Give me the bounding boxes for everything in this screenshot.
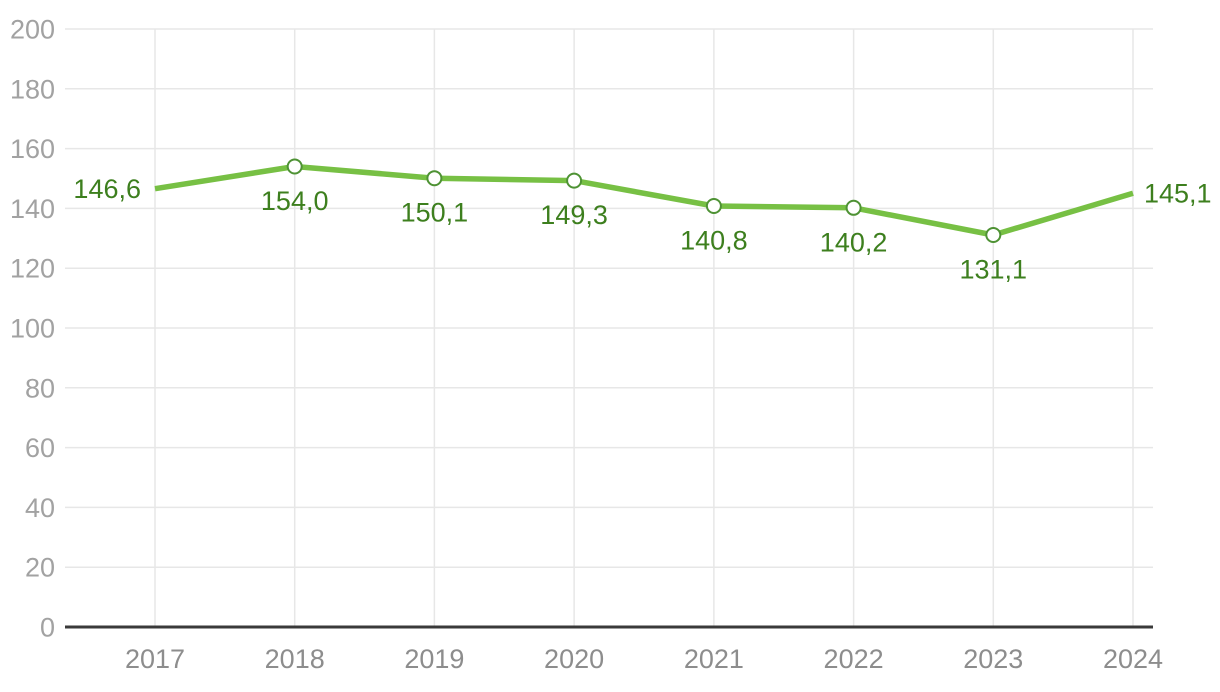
x-axis-tick-label: 2023 <box>963 644 1023 674</box>
x-axis-tick-label: 2019 <box>404 644 464 674</box>
data-point-marker <box>566 172 583 189</box>
y-axis-tick-label: 140 <box>10 194 55 224</box>
y-axis-tick-label: 0 <box>40 613 55 643</box>
data-point-marker <box>426 170 443 187</box>
x-axis-tick-label: 2021 <box>684 644 744 674</box>
y-axis-tick-label: 20 <box>25 553 55 583</box>
x-axis-tick-label: 2022 <box>824 644 884 674</box>
series-line <box>154 163 1134 238</box>
y-axis-tick-label: 60 <box>25 433 55 463</box>
data-label: 149,3 <box>540 200 608 230</box>
data-label: 154,0 <box>261 186 329 216</box>
y-axis-tick-label: 160 <box>10 134 55 164</box>
y-axis-tick-label: 200 <box>10 15 55 45</box>
data-label: 146,6 <box>73 174 141 204</box>
y-axis-tick-label: 120 <box>10 254 55 284</box>
data-label: 140,8 <box>680 226 748 256</box>
data-point-marker <box>286 158 303 175</box>
data-point-marker <box>985 227 1002 243</box>
x-axis-tick-label: 2020 <box>544 644 604 674</box>
x-axis-tick-label: 2024 <box>1103 644 1163 674</box>
data-label: 140,2 <box>820 227 888 257</box>
data-label: 145,1 <box>1144 179 1212 209</box>
data-point-marker <box>705 198 722 214</box>
x-axis-tick-label: 2018 <box>265 644 325 674</box>
y-axis-tick-label: 180 <box>10 74 55 104</box>
data-point-marker <box>845 199 862 216</box>
y-axis-tick-label: 100 <box>10 314 55 344</box>
y-axis-tick-label: 40 <box>25 493 55 523</box>
data-label: 150,1 <box>401 198 469 228</box>
y-axis-tick-label: 80 <box>25 373 55 403</box>
x-axis-tick-label: 2017 <box>125 644 185 674</box>
data-label: 131,1 <box>960 255 1028 285</box>
